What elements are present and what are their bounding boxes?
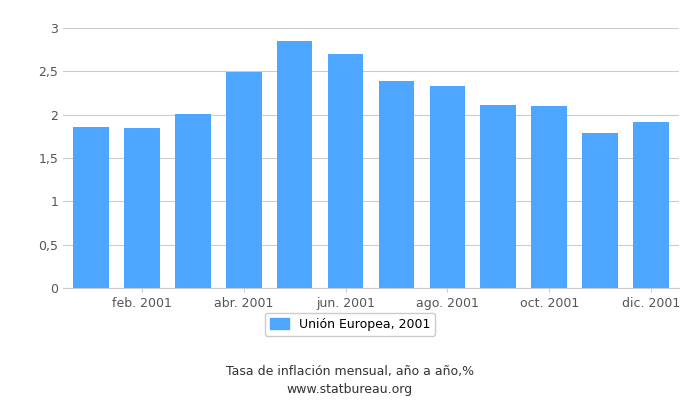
Bar <box>634 122 668 288</box>
Bar <box>480 105 516 288</box>
Text: Tasa de inflación mensual, año a año,%: Tasa de inflación mensual, año a año,% <box>226 365 474 378</box>
Bar <box>582 133 618 288</box>
Bar <box>531 106 567 288</box>
Bar <box>124 128 160 288</box>
Bar <box>379 81 414 288</box>
Bar <box>175 114 211 288</box>
Bar <box>226 72 262 288</box>
Bar <box>74 127 108 288</box>
Bar <box>276 41 312 288</box>
Legend: Unión Europea, 2001: Unión Europea, 2001 <box>265 313 435 336</box>
Text: www.statbureau.org: www.statbureau.org <box>287 384 413 396</box>
Bar <box>328 54 363 288</box>
Bar <box>430 86 466 288</box>
